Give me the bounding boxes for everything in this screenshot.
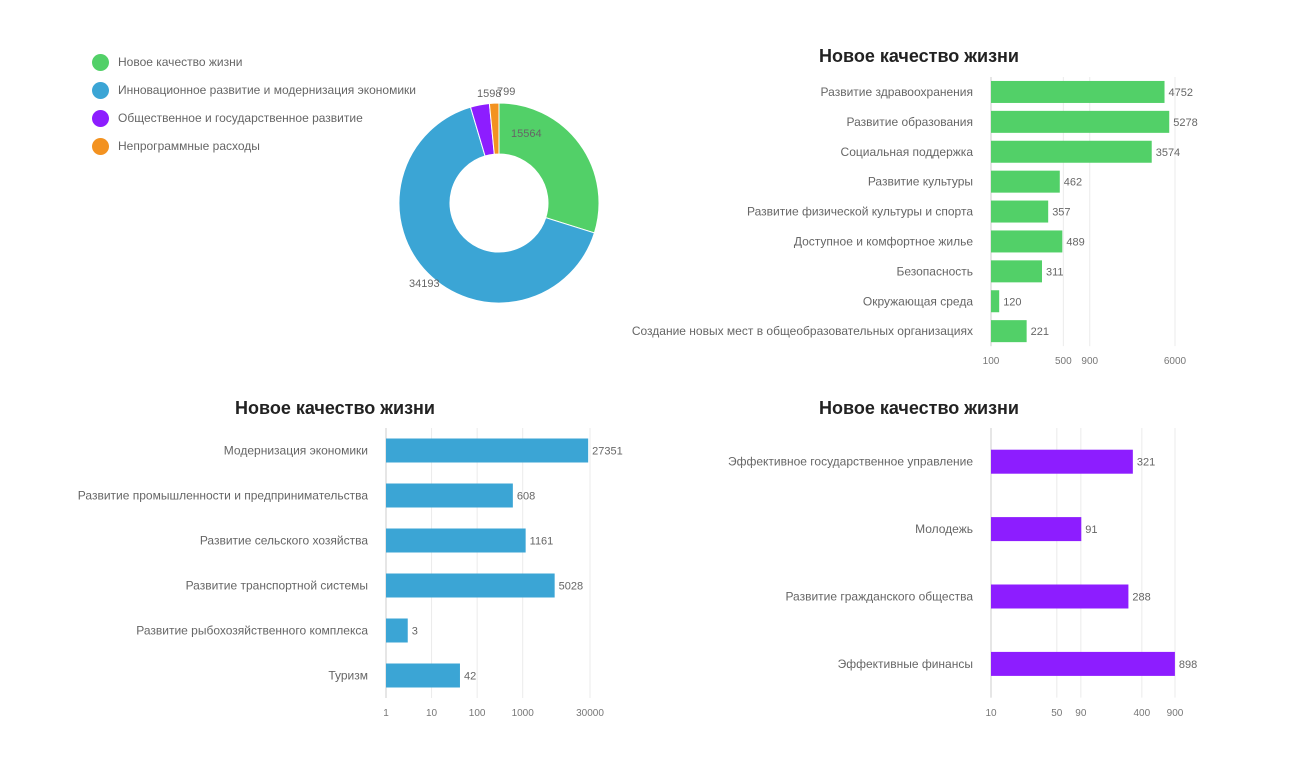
slice-value-label: 15564: [511, 128, 542, 140]
legend-label: Новое качество жизни: [118, 55, 243, 69]
bar[interactable]: [991, 200, 1049, 223]
x-tick-label: 900: [1167, 708, 1184, 719]
category-label: Социальная поддержка: [841, 145, 974, 159]
bar-value-label: 5028: [559, 581, 583, 593]
category-label: Развитие промышленности и предпринимател…: [78, 489, 369, 503]
x-tick-label: 10: [985, 708, 997, 719]
bar[interactable]: [991, 110, 1170, 133]
legend-label: Непрограммные расходы: [118, 139, 260, 153]
bar-value-label: 5278: [1173, 117, 1197, 129]
chart-title: Новое качество жизни: [235, 398, 435, 418]
category-label: Развитие физической культуры и спорта: [747, 205, 973, 219]
bar-value-label: 27351: [592, 446, 623, 458]
legend-item[interactable]: Общественное и государственное развитие: [92, 104, 416, 132]
bar[interactable]: [991, 290, 1000, 313]
category-label: Туризм: [328, 669, 368, 683]
bar-value-label: 42: [464, 671, 476, 683]
bar-value-label: 221: [1031, 326, 1049, 338]
donut-slice[interactable]: [398, 106, 596, 304]
slice-value-label: 34193: [409, 278, 440, 290]
bar-value-label: 120: [1003, 296, 1021, 308]
bar[interactable]: [991, 320, 1027, 343]
category-label: Развитие транспортной системы: [186, 579, 368, 593]
category-label: Создание новых мест в общеобразовательны…: [632, 324, 973, 338]
chart-title: Новое качество жизни: [819, 46, 1019, 66]
category-label: Доступное и комфортное жилье: [794, 234, 973, 248]
chart-title: Новое качество жизни: [819, 398, 1019, 418]
category-label: Окружающая среда: [863, 294, 973, 308]
legend-swatch: [92, 137, 109, 155]
bar[interactable]: [386, 573, 555, 598]
category-label: Развитие культуры: [868, 175, 973, 189]
legend-item[interactable]: Инновационное развитие и модернизация эк…: [92, 76, 416, 104]
bar-value-label: 91: [1085, 524, 1097, 536]
bar-value-label: 3: [412, 626, 418, 638]
x-tick-label: 1: [383, 708, 389, 719]
bar[interactable]: [386, 663, 460, 688]
bar-value-label: 608: [517, 491, 535, 503]
bar[interactable]: [386, 528, 526, 553]
category-label: Эффективные финансы: [838, 657, 973, 671]
legend-label: Общественное и государственное развитие: [118, 111, 363, 125]
legend-swatch: [92, 53, 109, 71]
category-label: Развитие образования: [847, 115, 973, 129]
bar[interactable]: [991, 140, 1152, 163]
bar-value-label: 288: [1132, 592, 1150, 604]
category-label: Развитие гражданского общества: [785, 590, 973, 604]
x-tick-label: 100: [469, 708, 486, 719]
category-label: Безопасность: [896, 264, 973, 278]
x-tick-label: 10: [426, 708, 438, 719]
category-label: Развитие рыбохозяйственного комплекса: [136, 624, 368, 638]
category-label: Молодежь: [915, 522, 973, 536]
x-tick-label: 400: [1133, 708, 1150, 719]
bar[interactable]: [386, 438, 589, 463]
x-tick-label: 6000: [1164, 356, 1187, 367]
x-tick-label: 30000: [576, 708, 604, 719]
bar[interactable]: [991, 260, 1042, 283]
x-tick-label: 900: [1081, 356, 1098, 367]
bar-value-label: 321: [1137, 457, 1155, 469]
donut-legend: Новое качество жизни Инновационное разви…: [92, 48, 416, 160]
bar[interactable]: [991, 80, 1165, 103]
category-label: Эффективное государственное управление: [728, 455, 973, 469]
x-tick-label: 50: [1051, 708, 1063, 719]
bar-value-label: 898: [1179, 659, 1197, 671]
legend-item[interactable]: Новое качество жизни: [92, 48, 416, 76]
legend-label: Инновационное развитие и модернизация эк…: [118, 83, 417, 97]
donut-slice[interactable]: [488, 102, 500, 155]
bar[interactable]: [991, 651, 1175, 676]
category-label: Развитие здравоохранения: [821, 85, 973, 99]
bar-value-label: 462: [1064, 177, 1082, 189]
bar-value-label: 1161: [530, 536, 554, 548]
bar-value-label: 311: [1046, 266, 1064, 278]
bar[interactable]: [991, 517, 1082, 542]
category-label: Модернизация экономики: [224, 444, 368, 458]
slice-value-label: 799: [497, 86, 515, 98]
x-tick-label: 500: [1055, 356, 1072, 367]
bar[interactable]: [991, 584, 1129, 609]
bar-value-label: 489: [1066, 236, 1084, 248]
bar[interactable]: [991, 170, 1060, 193]
x-tick-label: 1000: [512, 708, 535, 719]
x-tick-label: 100: [983, 356, 1000, 367]
bar-value-label: 4752: [1169, 87, 1193, 99]
bar[interactable]: [991, 449, 1133, 474]
legend-swatch: [92, 81, 109, 99]
slice-value-label: 1598: [477, 88, 501, 100]
bar[interactable]: [386, 483, 513, 508]
bar-value-label: 357: [1052, 207, 1070, 219]
bar[interactable]: [386, 618, 408, 643]
legend-swatch: [92, 109, 109, 127]
bar-value-label: 3574: [1156, 147, 1180, 159]
category-label: Развитие сельского хозяйства: [200, 534, 368, 548]
legend-item[interactable]: Непрограммные расходы: [92, 132, 416, 160]
bar[interactable]: [991, 230, 1063, 253]
donut-slice[interactable]: [498, 102, 600, 234]
x-tick-label: 90: [1075, 708, 1087, 719]
